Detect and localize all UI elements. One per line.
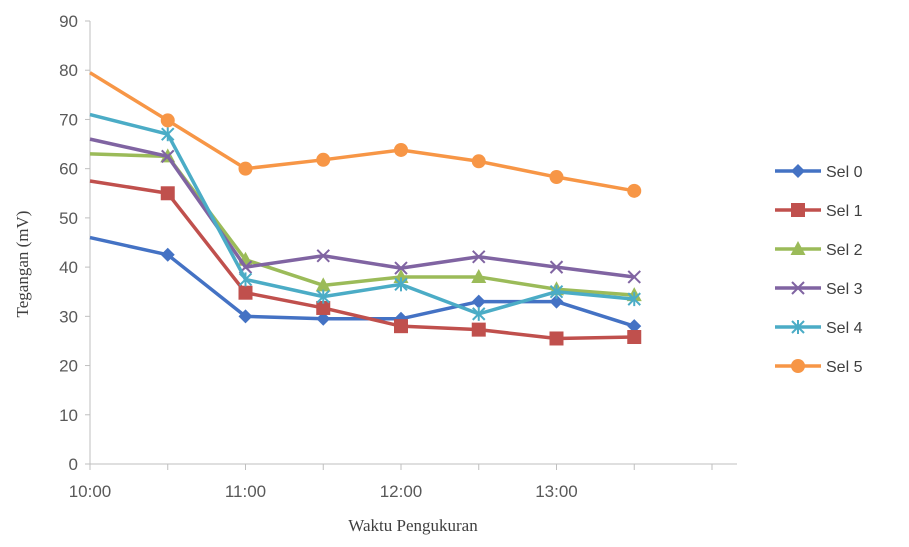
data-point bbox=[316, 311, 331, 326]
data-point bbox=[627, 330, 642, 345]
data-point bbox=[316, 249, 330, 263]
data-point bbox=[471, 268, 487, 283]
x-tick-label: 11:00 bbox=[225, 482, 266, 501]
data-point bbox=[316, 300, 331, 315]
axes: 0 10 20 30 40 50 60 70 80 90 10:00 11:00 12:00 13:00 bbox=[59, 12, 737, 501]
data-point bbox=[471, 322, 486, 337]
data-point bbox=[238, 309, 253, 324]
series-sel-4 bbox=[89, 112, 641, 321]
legend-label: Sel 5 bbox=[826, 359, 863, 376]
data-point bbox=[549, 294, 564, 309]
legend-item: Sel 5 bbox=[775, 359, 863, 376]
x-tick-label: 13:00 bbox=[535, 482, 578, 501]
data-point bbox=[160, 113, 175, 128]
x-axis-title: Waktu Pengukuran bbox=[348, 516, 478, 535]
data-point bbox=[160, 186, 175, 201]
data-point bbox=[471, 154, 486, 169]
series-line bbox=[89, 179, 635, 341]
data-point bbox=[394, 319, 408, 334]
data-point bbox=[549, 260, 564, 274]
legend-label: Sel 2 bbox=[826, 242, 863, 259]
data-point bbox=[316, 152, 331, 167]
x-tick-label: 12:00 bbox=[380, 482, 423, 501]
legend-item: Sel 0 bbox=[775, 164, 863, 181]
data-point bbox=[238, 285, 253, 300]
data-point bbox=[315, 277, 331, 292]
data-point bbox=[238, 272, 253, 287]
data-point bbox=[791, 164, 805, 178]
series-layer bbox=[89, 71, 642, 346]
data-point bbox=[471, 294, 486, 309]
y-tick-label: 40 bbox=[59, 258, 78, 277]
data-point bbox=[161, 149, 175, 164]
legend-item: Sel 1 bbox=[775, 203, 863, 220]
data-point bbox=[627, 292, 641, 307]
data-point bbox=[549, 170, 564, 185]
data-point bbox=[316, 289, 330, 304]
series-line bbox=[89, 71, 635, 193]
data-point bbox=[791, 359, 805, 373]
series-sel-3 bbox=[89, 137, 641, 284]
data-point bbox=[394, 261, 408, 275]
series-sel-1 bbox=[89, 179, 642, 346]
data-point bbox=[627, 183, 642, 198]
data-point bbox=[161, 127, 175, 142]
data-point bbox=[791, 320, 805, 334]
data-point bbox=[627, 319, 642, 334]
data-point bbox=[394, 142, 408, 157]
y-tick-label: 90 bbox=[59, 12, 78, 31]
data-point bbox=[627, 270, 641, 284]
data-point bbox=[472, 250, 486, 264]
data-point bbox=[790, 241, 806, 255]
legend-label: Sel 3 bbox=[826, 281, 863, 298]
legend: Sel 0 Sel 1 Sel 2 Sel 3 Sel 4 Sel 5 bbox=[775, 164, 863, 376]
y-tick-label: 30 bbox=[59, 307, 78, 326]
data-point bbox=[160, 247, 175, 262]
series-line bbox=[89, 137, 635, 279]
legend-item: Sel 2 bbox=[775, 241, 863, 259]
y-tick-label: 70 bbox=[59, 110, 78, 129]
data-point bbox=[549, 331, 564, 346]
y-tick-label: 80 bbox=[59, 61, 78, 80]
series-sel-5 bbox=[89, 71, 642, 198]
data-point bbox=[472, 306, 486, 321]
legend-label: Sel 0 bbox=[826, 164, 863, 181]
y-axis-title: Tegangan (mV) bbox=[13, 211, 32, 318]
data-point bbox=[238, 161, 253, 176]
data-point bbox=[791, 281, 805, 295]
data-point bbox=[549, 284, 564, 299]
data-point bbox=[791, 203, 805, 217]
y-tick-label: 50 bbox=[59, 209, 78, 228]
y-tick-label: 20 bbox=[59, 357, 78, 376]
data-point bbox=[394, 277, 408, 292]
x-tick-label: 10:00 bbox=[69, 482, 112, 501]
y-tick-label: 0 bbox=[69, 455, 78, 474]
y-tick-label: 10 bbox=[59, 406, 78, 425]
legend-label: Sel 1 bbox=[826, 203, 863, 220]
series-line bbox=[89, 112, 635, 316]
legend-item: Sel 3 bbox=[775, 281, 863, 298]
legend-item: Sel 4 bbox=[775, 320, 863, 337]
y-tick-label: 60 bbox=[59, 160, 78, 179]
legend-label: Sel 4 bbox=[826, 320, 863, 337]
